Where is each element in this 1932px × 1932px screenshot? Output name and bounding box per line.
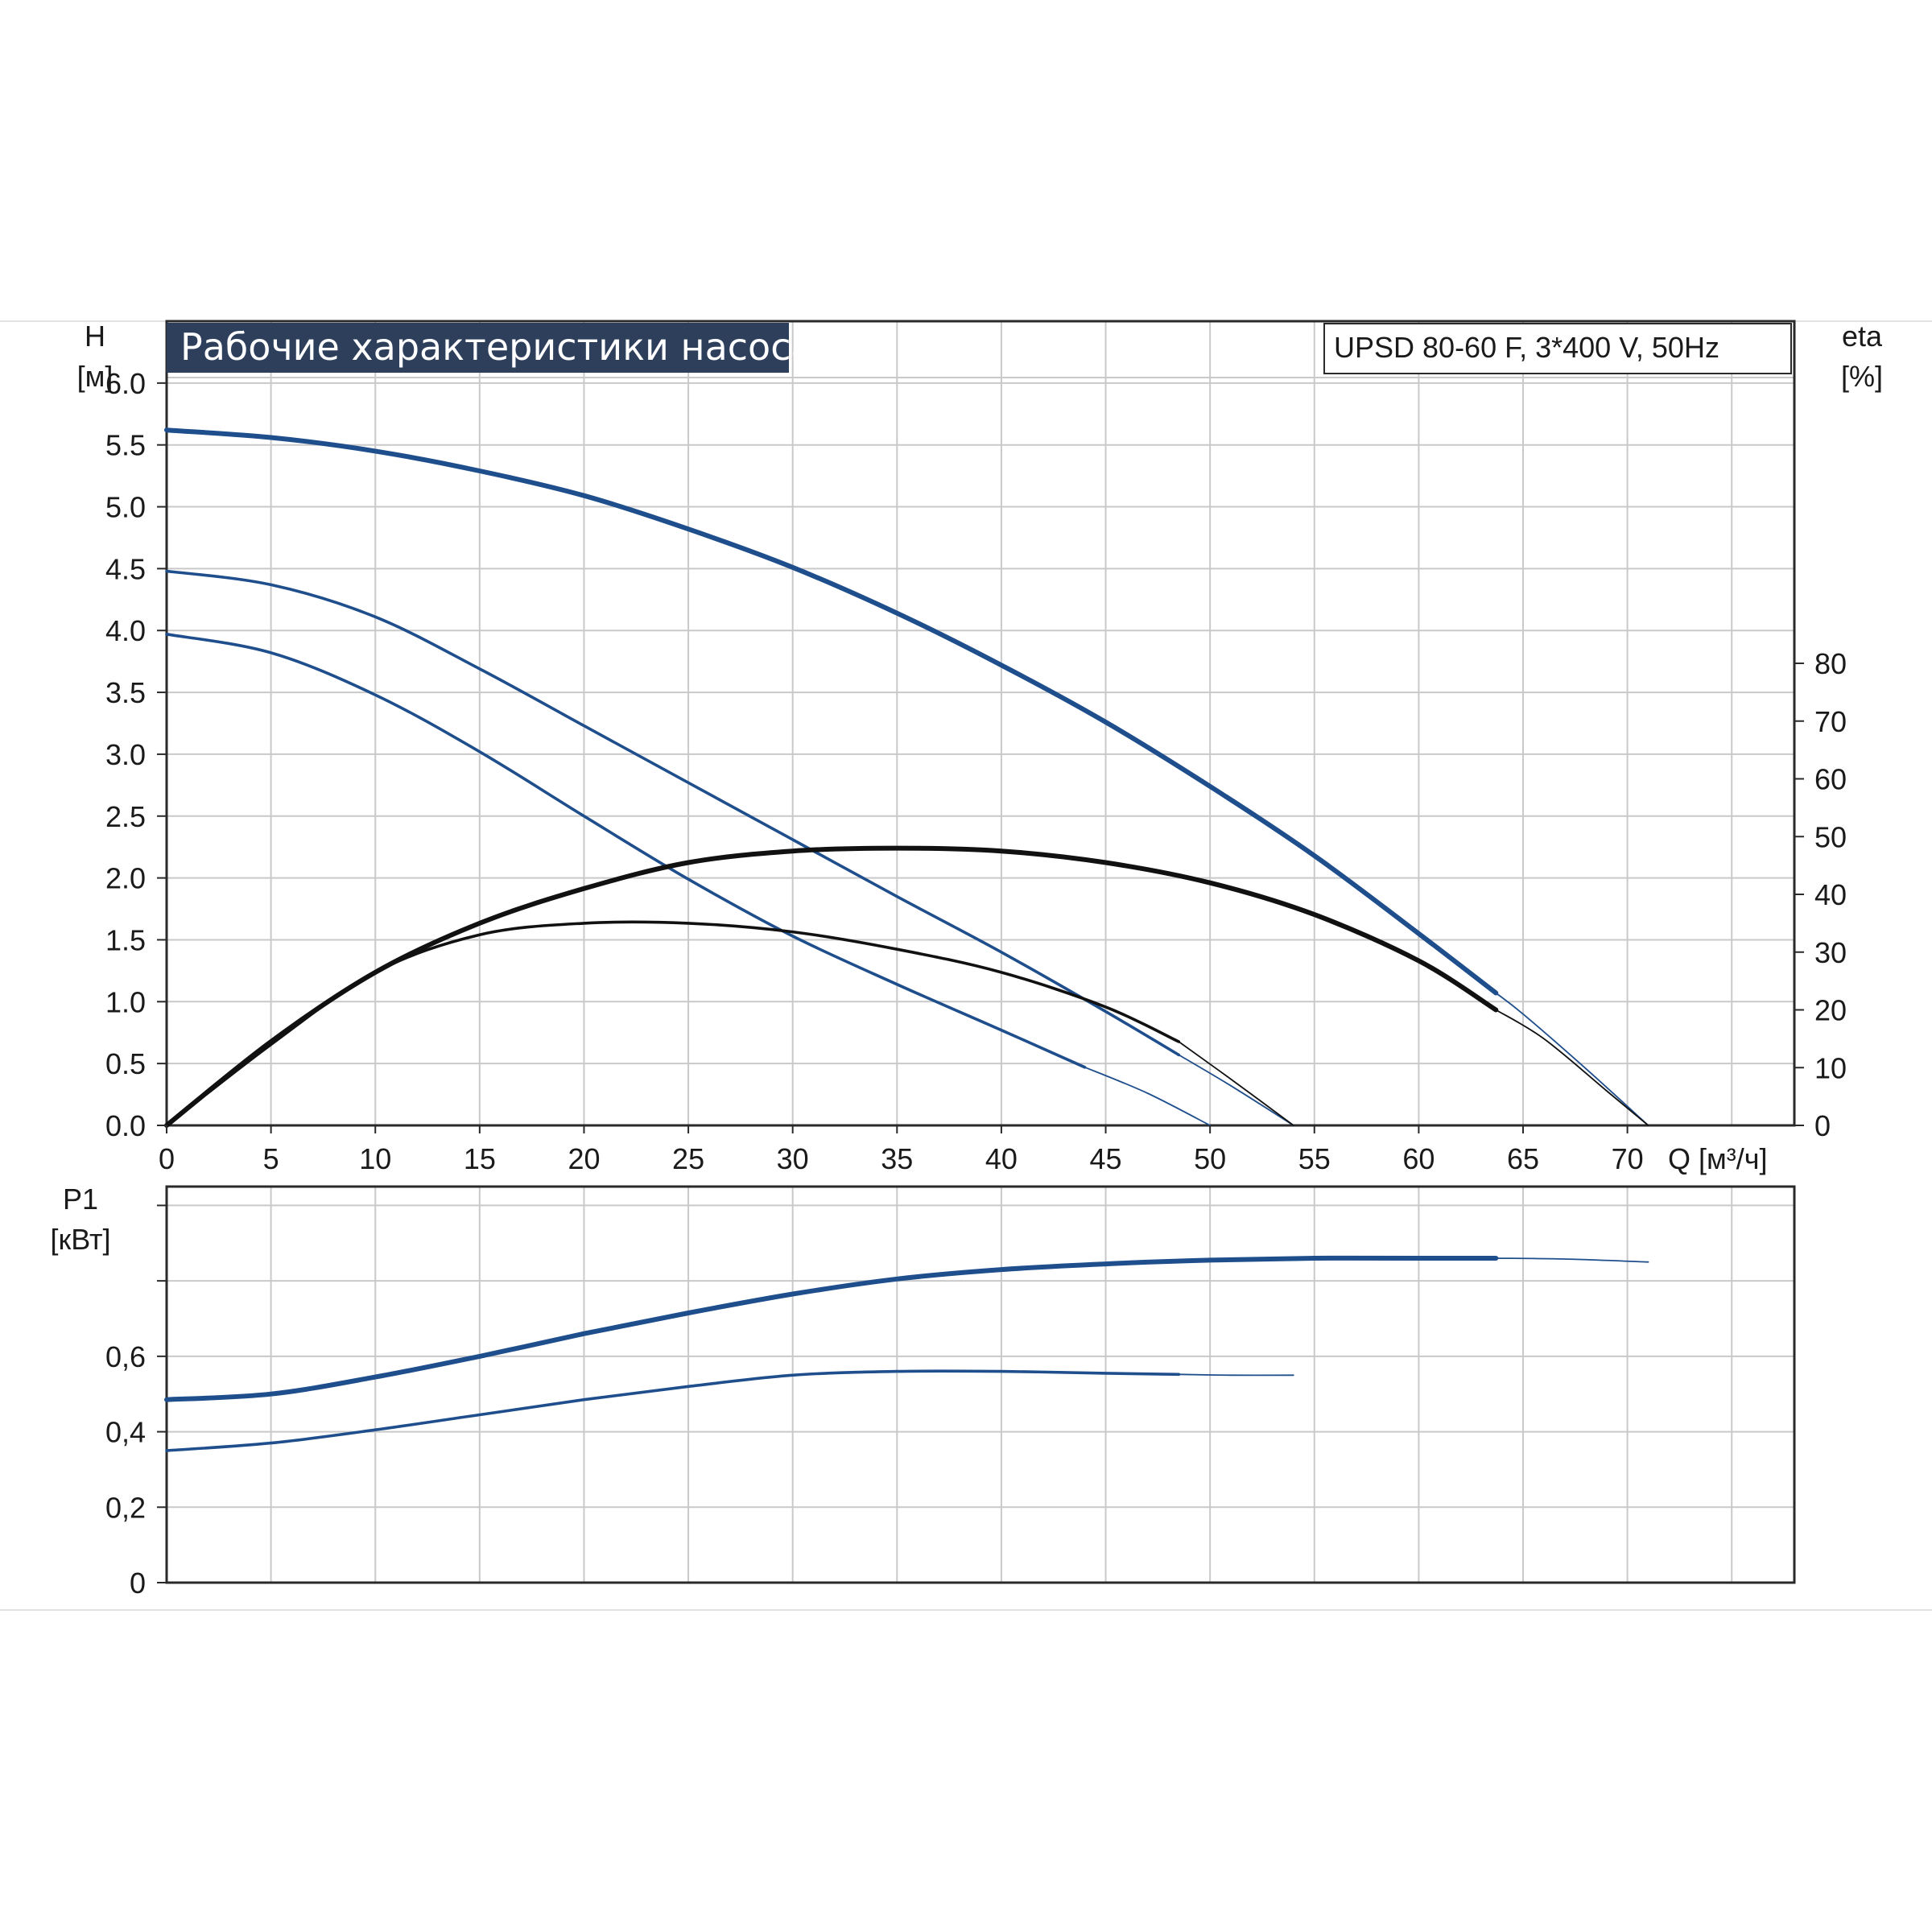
p1-tick-label: 0,2: [105, 1491, 146, 1524]
h-tick-label: 4.0: [105, 614, 146, 647]
x-tick-label: 5: [263, 1142, 279, 1175]
x-tick-label: 45: [1090, 1142, 1122, 1175]
h-tick-label: 1.5: [105, 923, 146, 956]
h-tick-label: 2.0: [105, 862, 146, 895]
x-tick-label: 0: [159, 1142, 175, 1175]
p1-tick-label: 0,4: [105, 1416, 146, 1449]
head-curve-2: [165, 569, 1181, 1057]
h-tick-label: 1.0: [105, 985, 146, 1018]
eta-tick-label: 60: [1814, 763, 1847, 796]
power-curve-1: [1495, 1257, 1649, 1263]
eta-tick-label: 30: [1814, 936, 1847, 969]
power-curve-0: [164, 1255, 1499, 1402]
h-axis-unit: [м]: [77, 360, 114, 393]
head-curve-1: [1495, 992, 1649, 1126]
eta-axis-label: eta: [1842, 320, 1883, 353]
x-tick-label: 15: [464, 1142, 496, 1175]
eta-tick-label: 80: [1814, 647, 1847, 680]
h-tick-label: 3.0: [105, 738, 146, 771]
head-curve-0: [164, 427, 1499, 996]
bottom-plot-grid: [166, 1187, 1794, 1583]
head-curve-3: [1178, 1054, 1294, 1126]
efficiency-curve-9: [1178, 1041, 1294, 1126]
h-tick-label: 5.5: [105, 429, 146, 462]
p1-tick-label: 0,6: [105, 1340, 146, 1373]
x-tick-label: 30: [777, 1142, 809, 1175]
x-tick-label: 25: [672, 1142, 704, 1175]
tick-labels: 0 5 10 15 20 25 30 35 40 45 50 55 60 65 70 0.0 0.5 1.0 1.5…: [105, 367, 1847, 1600]
power-curve-3: [1178, 1373, 1294, 1377]
x-tick-label: 10: [359, 1142, 391, 1175]
h-tick-label: 6.0: [105, 367, 146, 400]
x-tick-label: 60: [1402, 1142, 1435, 1175]
eta-axis-unit: [%]: [1841, 360, 1883, 393]
eta-tick-label: 10: [1814, 1051, 1847, 1084]
head-curve-5: [1084, 1066, 1212, 1126]
efficiency-curve-6: [164, 845, 1499, 1128]
efficiency-curve-7: [1495, 1009, 1649, 1126]
model-box: [1323, 323, 1792, 374]
x-tick-label: 70: [1612, 1142, 1644, 1175]
h-tick-label: 0.5: [105, 1047, 146, 1080]
bottom-plot-curves: [164, 1255, 1649, 1452]
p1-axis-label: P1: [63, 1183, 98, 1216]
x-tick-label: 55: [1298, 1142, 1331, 1175]
x-tick-label: 50: [1194, 1142, 1226, 1175]
power-curve-2: [165, 1369, 1181, 1452]
chart-title-box: [167, 323, 789, 373]
p1-tick-label: 0: [130, 1567, 146, 1600]
x-tick-label: 40: [985, 1142, 1018, 1175]
top-plot-frame: [165, 320, 1796, 1127]
h-tick-label: 5.0: [105, 491, 146, 524]
h-tick-label: 4.5: [105, 552, 146, 585]
bottom-plot-frame: [165, 1185, 1796, 1584]
model-label: UPSD 80-60 F, 3*400 V, 50Hz: [1334, 331, 1719, 364]
efficiency-curve-8: [165, 920, 1181, 1127]
eta-tick-label: 0: [1814, 1109, 1831, 1142]
x-tick-label: 20: [568, 1142, 600, 1175]
eta-tick-label: 50: [1814, 820, 1847, 853]
h-tick-label: 0.0: [105, 1109, 146, 1142]
eta-tick-label: 20: [1814, 994, 1847, 1027]
chart-title: Рабочие характеристики насоса: [180, 325, 814, 369]
x-tick-label: 35: [881, 1142, 913, 1175]
head-curve-4: [165, 633, 1087, 1069]
top-plot-grid: [166, 321, 1794, 1126]
x-tick-label: 65: [1507, 1142, 1539, 1175]
p1-axis-unit: [кВт]: [50, 1223, 110, 1256]
eta-tick-label: 40: [1814, 878, 1847, 911]
q-axis-label: Q [м³/ч]: [1668, 1142, 1768, 1175]
top-plot-curves: [164, 427, 1649, 1128]
eta-tick-label: 70: [1814, 705, 1847, 738]
h-tick-label: 2.5: [105, 800, 146, 833]
h-tick-label: 3.5: [105, 676, 146, 709]
h-axis-label: H: [85, 320, 105, 353]
